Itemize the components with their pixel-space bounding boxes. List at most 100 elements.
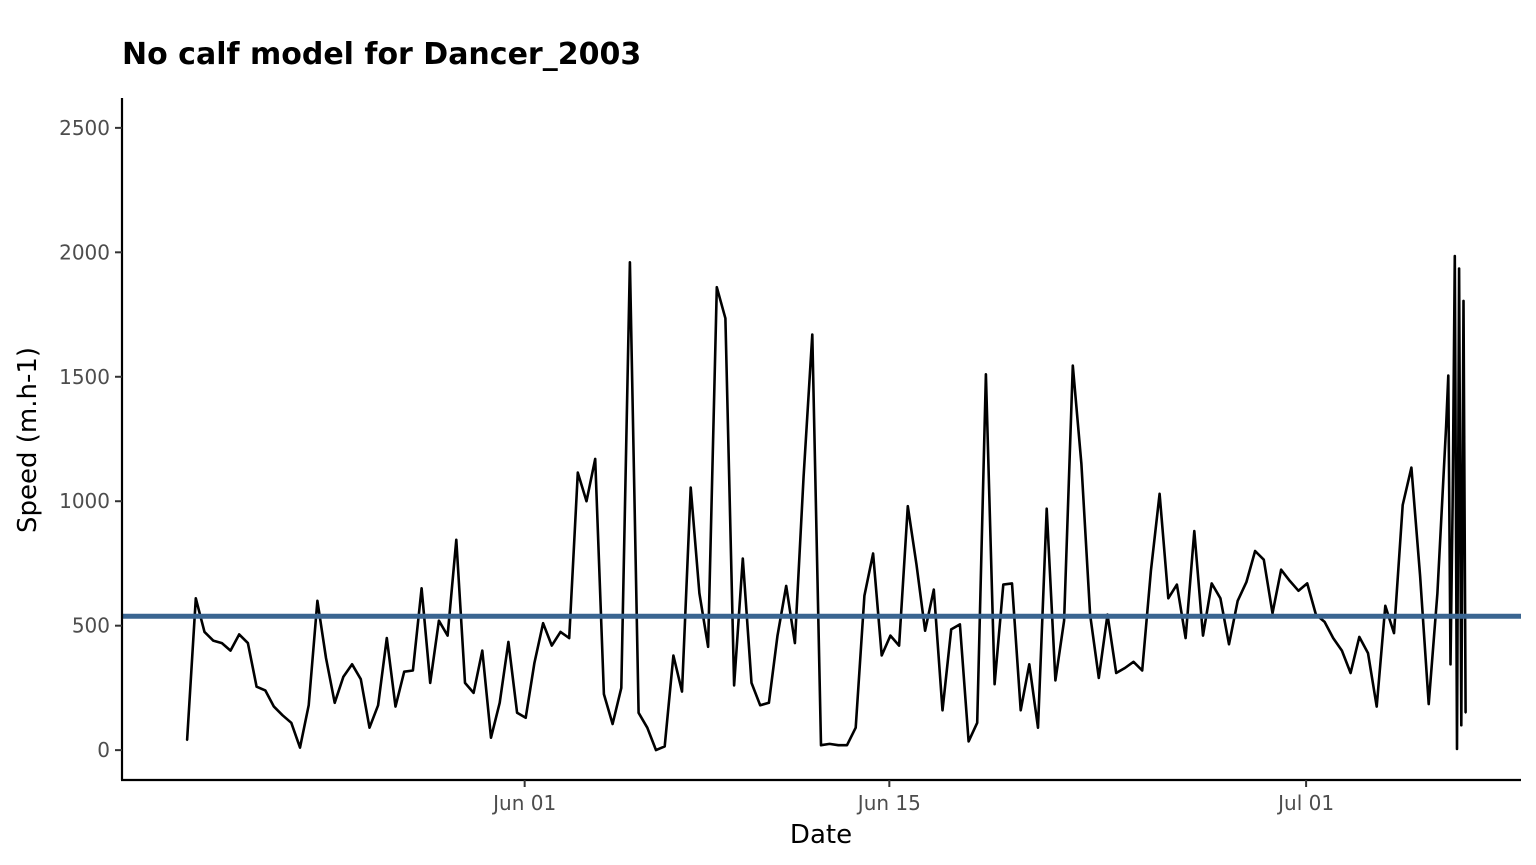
data-point <box>1358 636 1361 638</box>
data-point <box>273 705 275 708</box>
x-tick-label: Jun 15 <box>856 791 921 815</box>
data-point <box>637 711 640 714</box>
data-point <box>828 743 831 745</box>
data-point <box>985 373 987 376</box>
data-point <box>1464 711 1467 714</box>
data-point <box>542 622 544 625</box>
data-point <box>1393 632 1395 634</box>
data-point <box>759 704 762 707</box>
data-point <box>655 749 657 751</box>
data-point <box>1028 663 1031 666</box>
data-point <box>1097 677 1100 679</box>
x-axis-ticks: Jun 01 Jun 15 Jul 01 <box>491 780 1334 815</box>
data-point <box>203 631 206 633</box>
data-point <box>1132 660 1135 663</box>
data-point <box>429 682 432 684</box>
data-point <box>325 657 327 659</box>
data-point <box>707 645 709 648</box>
data-point <box>333 701 336 704</box>
data-point <box>820 744 822 747</box>
data-point <box>212 639 215 642</box>
data-point <box>846 744 848 747</box>
data-point <box>672 654 675 657</box>
data-point <box>368 726 371 729</box>
data-point <box>559 631 562 633</box>
data-point <box>993 683 996 686</box>
data-point <box>481 649 484 652</box>
data-point <box>924 629 926 632</box>
data-point <box>455 538 458 541</box>
data-point <box>186 739 189 742</box>
data-point <box>394 705 397 708</box>
x-axis-title: Date <box>790 820 852 850</box>
data-point <box>377 704 379 707</box>
data-point <box>1219 597 1222 600</box>
data-point <box>1306 582 1309 585</box>
data-point <box>229 649 232 652</box>
data-point <box>1080 463 1083 465</box>
data-point <box>1332 637 1335 639</box>
data-point <box>533 662 536 664</box>
data-point <box>507 641 510 643</box>
data-point <box>255 685 258 688</box>
data-point <box>715 286 718 289</box>
data-point <box>915 563 918 566</box>
data-point <box>1037 726 1039 729</box>
y-tick-label: 1500 <box>59 365 110 389</box>
data-point <box>585 500 588 503</box>
data-point <box>906 505 909 508</box>
data-point <box>1462 300 1465 302</box>
data-point <box>1011 582 1013 585</box>
data-point <box>1262 558 1265 561</box>
data-point <box>307 704 310 707</box>
data-point <box>1436 592 1439 595</box>
data-point <box>1453 255 1456 257</box>
data-point <box>1254 550 1256 552</box>
data-point <box>446 634 449 637</box>
data-point <box>1445 425 1447 428</box>
data-point <box>438 619 440 622</box>
data-point <box>724 317 727 320</box>
data-point <box>611 723 614 725</box>
data-point <box>1367 652 1369 654</box>
data-point <box>1375 705 1378 708</box>
data-point <box>741 557 744 560</box>
data-point <box>385 637 388 639</box>
x-tick-label: Jul 01 <box>1276 791 1334 815</box>
data-point <box>1449 663 1452 666</box>
y-tick-label: 2000 <box>59 240 110 264</box>
data-point <box>1401 504 1404 506</box>
data-point <box>576 471 579 474</box>
data-point <box>889 634 892 637</box>
data-point <box>976 721 979 724</box>
data-point <box>1384 604 1387 607</box>
y-tick-label: 2500 <box>59 116 110 140</box>
data-point <box>750 682 753 684</box>
data-point <box>1458 267 1460 270</box>
y-tick-label: 1000 <box>59 489 110 513</box>
data-point <box>1115 672 1118 674</box>
data-point <box>221 642 223 644</box>
data-point <box>1236 599 1239 602</box>
data-point <box>880 654 883 657</box>
data-point <box>837 744 840 747</box>
data-point <box>1045 507 1048 510</box>
plot-area <box>122 254 1521 752</box>
data-point <box>698 592 701 595</box>
data-point <box>412 669 414 672</box>
data-point <box>1193 530 1196 532</box>
data-point <box>941 709 944 712</box>
data-point <box>794 642 796 644</box>
data-point <box>802 475 805 478</box>
data-point <box>1323 621 1326 623</box>
data-point <box>776 634 779 637</box>
data-point <box>498 701 501 704</box>
data-point <box>359 678 362 681</box>
data-point <box>247 642 249 644</box>
y-axis-title: Speed (m.h-1) <box>13 347 43 533</box>
data-point <box>1460 724 1463 727</box>
data-point <box>603 693 605 695</box>
data-point <box>1063 619 1065 622</box>
data-point <box>663 745 666 748</box>
